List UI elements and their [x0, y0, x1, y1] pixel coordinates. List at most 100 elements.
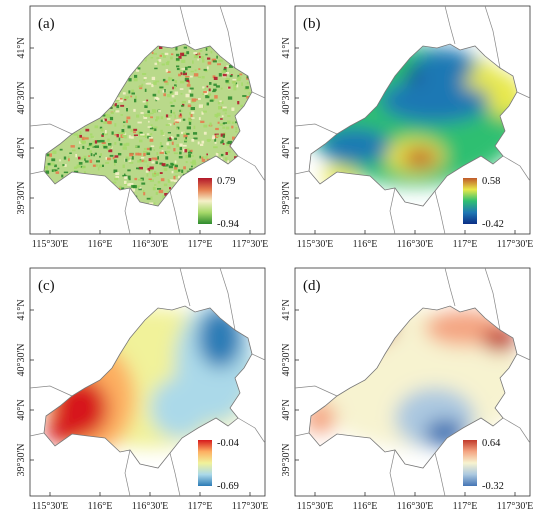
- raster-cell: [156, 152, 159, 156]
- raster-cell: [202, 86, 205, 89]
- raster-cell: [216, 55, 218, 59]
- raster-cell: [160, 178, 165, 182]
- raster-cell: [148, 158, 152, 161]
- raster-cell: [143, 116, 148, 119]
- raster-cell: [163, 54, 166, 58]
- raster-cell: [155, 80, 160, 83]
- neighbour-boundary: [169, 190, 181, 235]
- raster-cell: [201, 156, 204, 159]
- neighbour-boundary: [444, 267, 456, 307]
- raster-cell: [168, 165, 173, 169]
- raster-cell: [240, 104, 244, 108]
- raster-cell: [162, 78, 166, 82]
- raster-cell: [201, 140, 205, 144]
- raster-cell: [109, 154, 114, 157]
- raster-cell: [144, 59, 147, 62]
- raster-cell: [235, 130, 238, 133]
- raster-cell: [159, 162, 163, 165]
- raster-cell: [217, 121, 220, 124]
- raster-cell: [151, 76, 156, 80]
- raster-cell: [166, 142, 169, 146]
- raster-cell: [134, 98, 137, 103]
- legend-colorbar: [463, 178, 477, 224]
- raster-cell: [221, 70, 226, 73]
- raster-cell: [174, 114, 176, 119]
- raster-cell: [206, 102, 209, 106]
- lon-tick-label: 117°30'E: [232, 239, 269, 250]
- raster-cell: [156, 172, 159, 175]
- raster-cell: [137, 67, 141, 70]
- raster-cell: [152, 186, 156, 191]
- raster-cell: [110, 146, 113, 148]
- raster-cell: [173, 179, 178, 183]
- lon-tick-label: 117°30'E: [497, 501, 534, 512]
- raster-cell: [176, 144, 181, 148]
- raster-cell: [140, 133, 145, 136]
- raster-cell: [127, 125, 131, 129]
- raster-cell: [191, 162, 197, 166]
- raster-cell: [90, 135, 95, 139]
- raster-cell: [102, 133, 104, 136]
- raster-cell: [189, 87, 194, 90]
- raster-cell: [191, 111, 195, 114]
- raster-cell: [110, 106, 113, 109]
- raster-cell: [198, 68, 201, 70]
- raster-cell: [128, 90, 131, 94]
- raster-cell: [183, 132, 187, 135]
- raster-cell: [218, 106, 220, 110]
- raster-cell: [220, 153, 224, 157]
- raster-cell: [183, 70, 186, 74]
- raster-cell: [134, 177, 138, 181]
- raster-cell: [146, 152, 151, 155]
- raster-cell: [186, 79, 190, 82]
- raster-cell: [129, 153, 134, 157]
- raster-cell: [200, 143, 204, 146]
- raster-cell: [132, 185, 137, 189]
- raster-cell: [220, 87, 223, 90]
- raster-cell: [207, 57, 211, 60]
- neighbour-boundary: [29, 432, 45, 437]
- raster-cell: [180, 72, 183, 75]
- raster-cell: [63, 156, 67, 160]
- raster-cell: [235, 127, 238, 131]
- raster-cell: [122, 92, 126, 95]
- raster-cell: [108, 143, 112, 146]
- raster-cell: [127, 183, 131, 186]
- raster-cell: [128, 178, 131, 181]
- raster-cell: [107, 138, 110, 142]
- raster-cell: [165, 124, 170, 126]
- raster-cell: [131, 89, 135, 93]
- raster-cell: [170, 105, 175, 107]
- lat-tick-label: 40°N: [281, 137, 292, 158]
- raster-cell: [175, 58, 180, 61]
- raster-cell: [147, 113, 151, 117]
- raster-cell: [123, 121, 126, 123]
- raster-cell: [221, 101, 224, 104]
- raster-cell: [183, 46, 187, 49]
- raster-cell: [114, 123, 117, 127]
- neighbour-boundary: [169, 452, 181, 497]
- raster-cell: [159, 142, 162, 146]
- raster-cell: [154, 184, 157, 187]
- raster-cell: [140, 159, 145, 163]
- raster-cell: [82, 165, 86, 169]
- raster-cell: [96, 160, 100, 163]
- raster-cell: [115, 110, 120, 113]
- raster-cell: [214, 95, 218, 99]
- neighbour-boundary: [124, 449, 131, 497]
- neighbour-boundary: [444, 5, 456, 45]
- raster-cell: [167, 146, 171, 149]
- neighbour-boundary: [502, 155, 531, 182]
- raster-cell: [178, 169, 181, 172]
- raster-cell: [187, 66, 192, 68]
- raster-cell: [136, 167, 139, 170]
- raster-cell: [170, 162, 174, 165]
- raster-cell: [191, 100, 195, 103]
- raster-cell: [146, 99, 149, 102]
- raster-cell: [227, 160, 229, 164]
- raster-cell: [148, 178, 152, 180]
- raster-cell: [218, 73, 222, 77]
- raster-cell: [166, 71, 171, 73]
- raster-cell: [138, 179, 143, 181]
- raster-cell: [148, 169, 153, 172]
